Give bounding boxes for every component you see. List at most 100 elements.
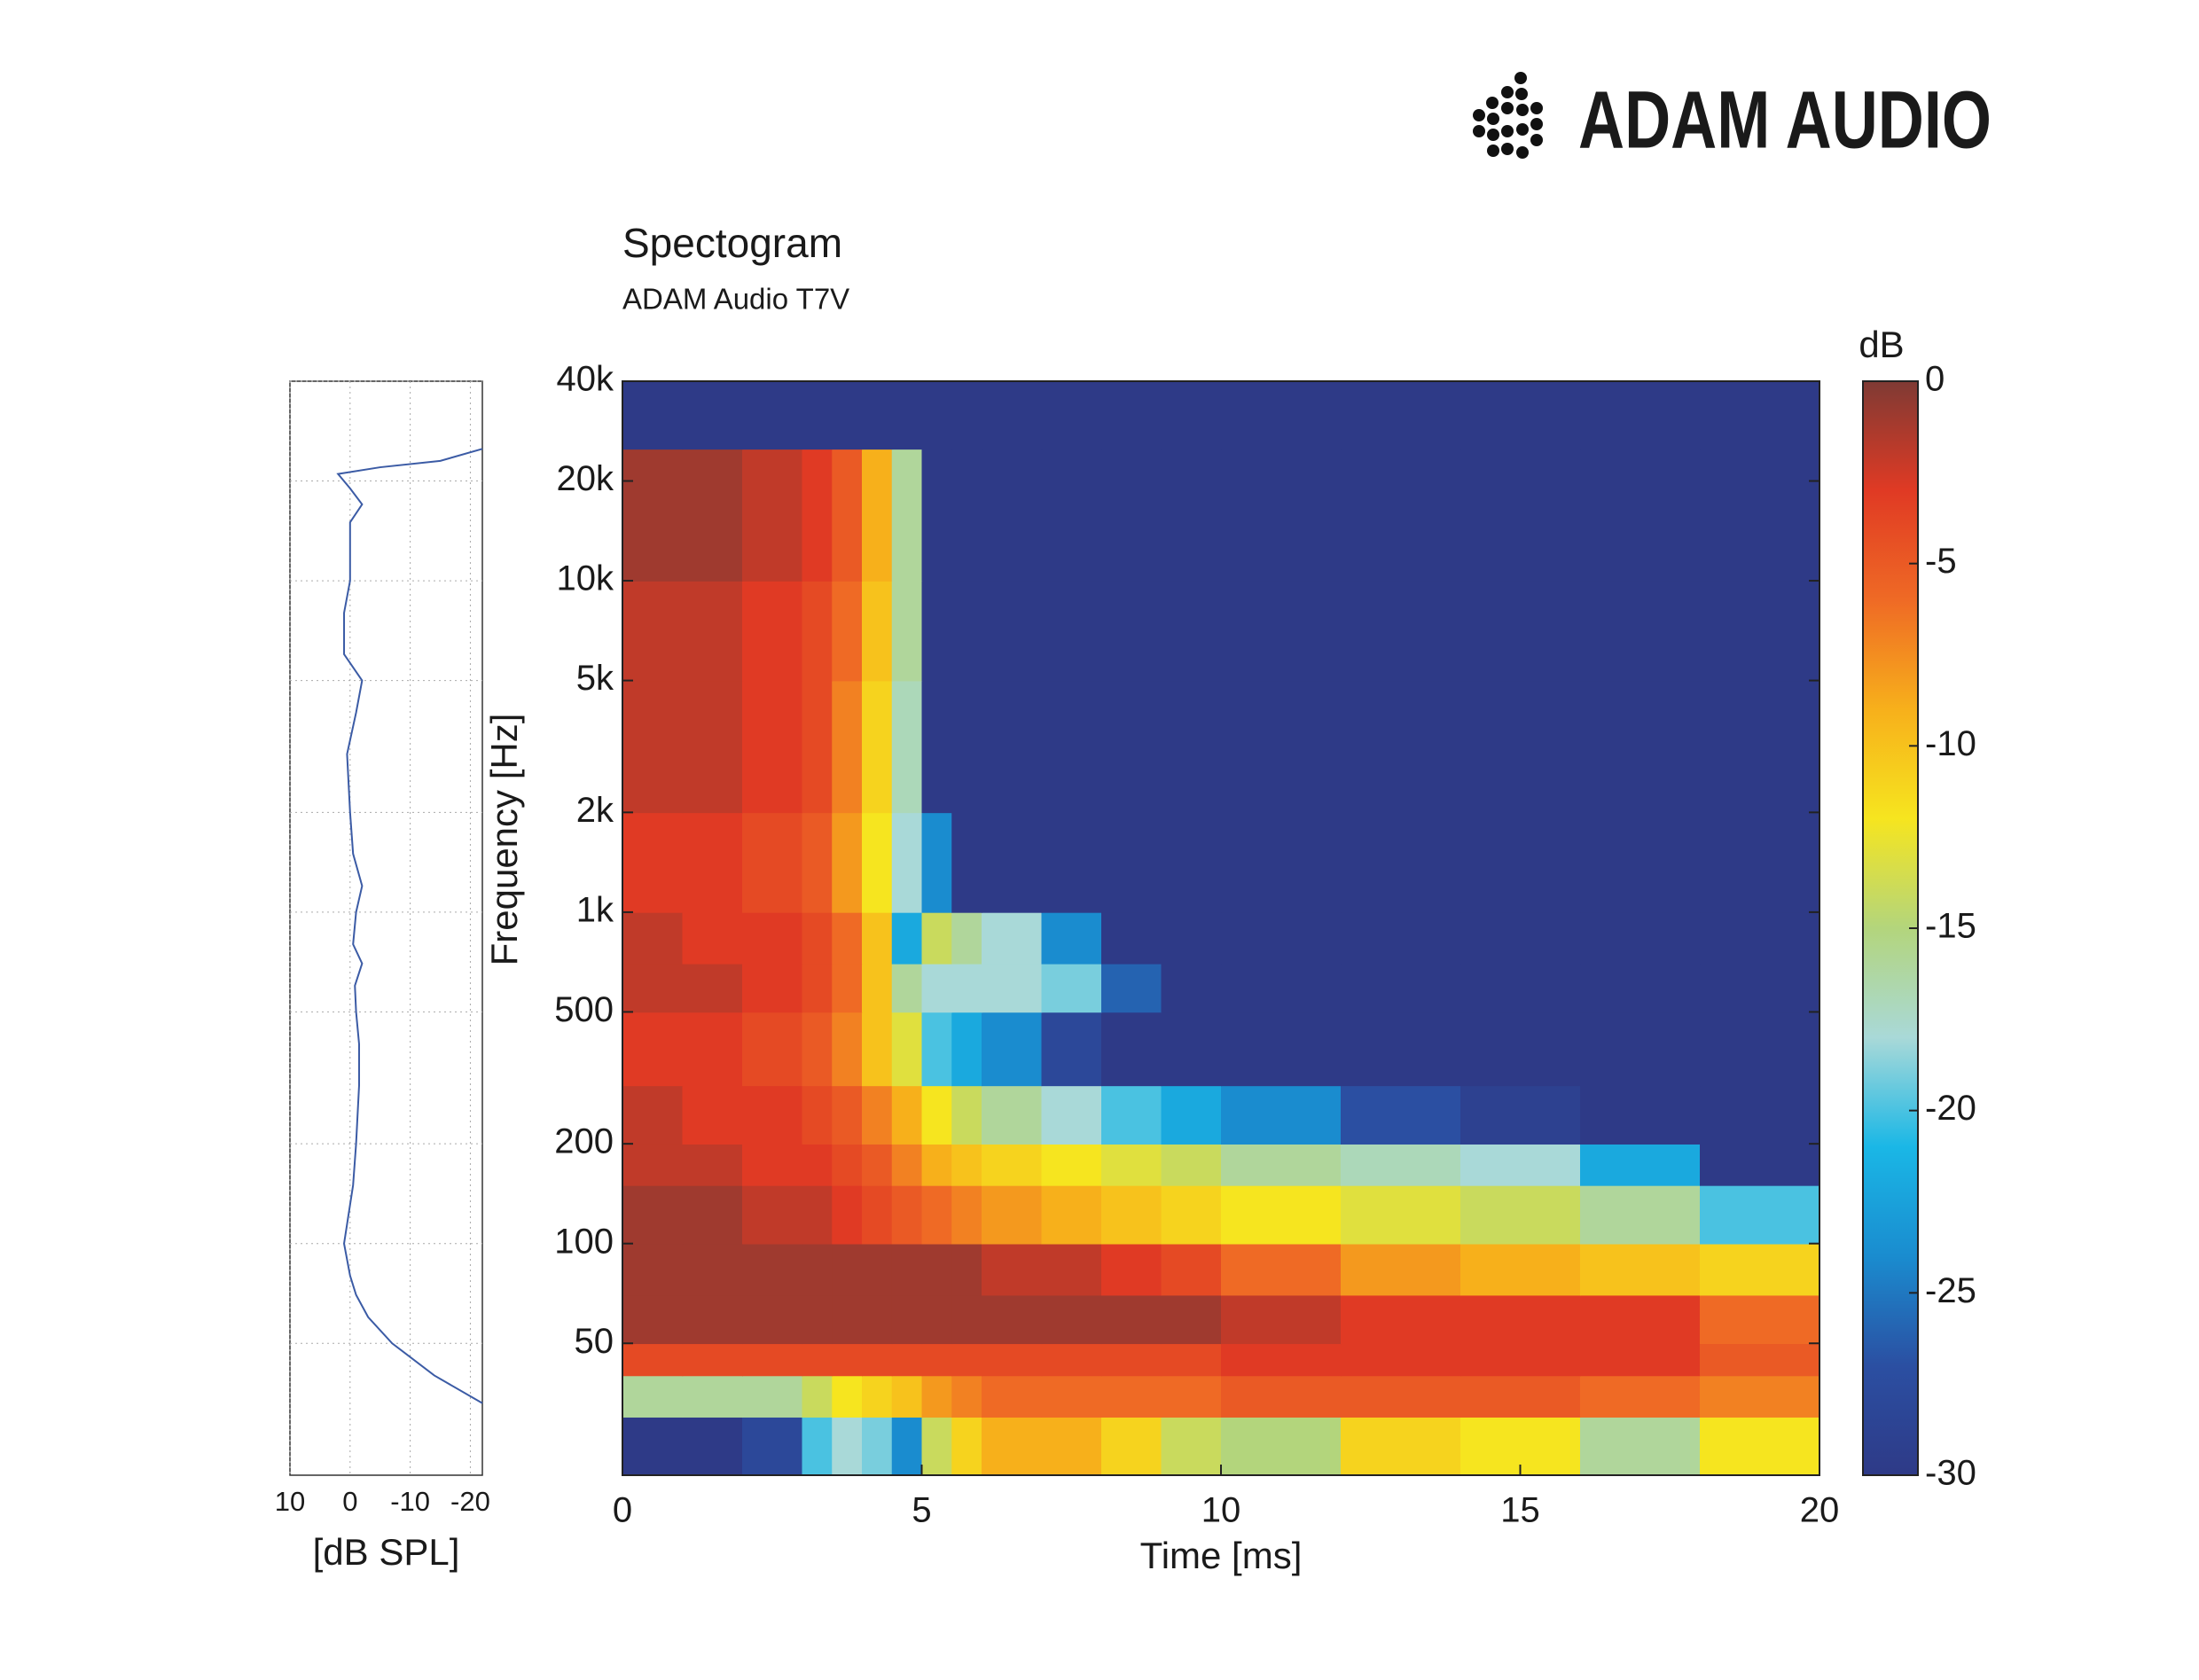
heatmap-cell [921, 1184, 953, 1245]
y-tick-label: 5k [576, 659, 614, 698]
heatmap-cell [742, 1417, 803, 1476]
heatmap-cell [891, 680, 923, 814]
heatmap-cell [982, 1343, 1043, 1377]
heatmap-cell [622, 963, 684, 1013]
heatmap-cell [951, 680, 982, 814]
heatmap-cell [682, 1294, 743, 1345]
heatmap-cell [1460, 1343, 1581, 1377]
heatmap-cell [1700, 1243, 1820, 1296]
heatmap-cell [1460, 1012, 1581, 1087]
heatmap-cell [982, 911, 1043, 965]
heatmap-cell [862, 1294, 893, 1345]
heatmap-cell [891, 1294, 923, 1345]
heatmap-cell [802, 449, 833, 582]
heatmap-cell [832, 1243, 863, 1296]
heatmap-cell [622, 1144, 684, 1186]
heatmap-cell [682, 449, 743, 582]
heatmap-cell [1101, 1417, 1162, 1476]
heatmap-cell [951, 1144, 982, 1186]
heatmap-cell [1221, 1144, 1342, 1186]
heatmap-cell [891, 1144, 923, 1186]
heatmap-cell [1161, 963, 1222, 1013]
heatmap-cell [1041, 381, 1102, 450]
heatmap-cell [1460, 581, 1581, 682]
heatmap-cell [1580, 911, 1701, 965]
y-tick-label: 500 [554, 990, 614, 1029]
heatmap-cell [1101, 963, 1162, 1013]
heatmap-cell [862, 1184, 893, 1245]
heatmap-cell [742, 963, 803, 1013]
heatmap-cell [1580, 1144, 1701, 1186]
heatmap-cell [1041, 1012, 1102, 1087]
heatmap-cell [1041, 449, 1102, 582]
heatmap-cell [1700, 963, 1820, 1013]
heatmap-cell [1161, 1343, 1222, 1377]
y-tick-label: 10k [557, 559, 614, 598]
heatmap-cell [1221, 1184, 1342, 1245]
heatmap-cell [921, 911, 953, 965]
heatmap-cell [921, 1375, 953, 1418]
heatmap-cell [1161, 812, 1222, 913]
heatmap-cell [891, 381, 923, 450]
heatmap-cell [982, 1012, 1043, 1087]
y-tick-label: 40k [557, 360, 614, 399]
heatmap-cell [742, 1085, 803, 1145]
heatmap-cell [982, 1375, 1043, 1418]
heatmap-cell [1161, 1012, 1222, 1087]
heatmap-cell [1041, 581, 1102, 682]
heatmap-cell [1341, 812, 1461, 913]
heatmap-cell [1041, 1417, 1102, 1476]
heatmap-cell [1041, 1184, 1102, 1245]
heatmap-cell [1341, 1184, 1461, 1245]
colorbar-tick-label: -25 [1925, 1271, 1976, 1310]
heatmap-cell [1221, 1375, 1342, 1418]
heatmap-cell [1101, 581, 1162, 682]
heatmap-cell [951, 1343, 982, 1377]
heatmap-cell [1161, 581, 1222, 682]
heatmap-cell [951, 581, 982, 682]
x-tick-label: 10 [1201, 1491, 1241, 1530]
heatmap-cell [1161, 680, 1222, 814]
heatmap-cell [1041, 963, 1102, 1013]
heatmap-cell [832, 1184, 863, 1245]
heatmap-cell [1700, 911, 1820, 965]
heatmap-cell [982, 1085, 1043, 1145]
heatmap-cell [862, 963, 893, 1013]
heatmap-cell [622, 1243, 684, 1296]
heatmap-cell [1101, 1085, 1162, 1145]
heatmap-cell [832, 680, 863, 814]
x-tick-label: 0 [613, 1491, 632, 1530]
heatmap-cell [951, 1085, 982, 1145]
heatmap-cell [832, 1343, 863, 1377]
heatmap-cell [682, 1375, 743, 1418]
heatmap-cell [951, 1417, 982, 1476]
heatmap-cell [862, 449, 893, 582]
heatmap-cell [982, 963, 1043, 1013]
logo-icon [1473, 72, 1543, 159]
heatmap-cell [951, 449, 982, 582]
heatmap-cell [1041, 1243, 1102, 1296]
heatmap-cell [622, 1417, 684, 1476]
heatmap-cell [802, 1343, 833, 1377]
heatmap-cell [862, 1243, 893, 1296]
heatmap-cell [802, 963, 833, 1013]
heatmap-cell [1221, 581, 1342, 682]
heatmap-cell [832, 381, 863, 450]
y-tick-label: 100 [554, 1222, 614, 1261]
heatmap-cell [1580, 381, 1701, 450]
heatmap-cell [921, 1012, 953, 1087]
heatmap-cell [832, 1144, 863, 1186]
heatmap-cell [1221, 680, 1342, 814]
heatmap-cell [862, 1012, 893, 1087]
heatmap-cell [802, 1085, 833, 1145]
heatmap-cell [891, 449, 923, 582]
heatmap-cell [1460, 1085, 1581, 1145]
heatmap-cell [802, 1417, 833, 1476]
heatmap-cell [1041, 1294, 1102, 1345]
heatmap-cell [1221, 1012, 1342, 1087]
heatmap-cell [1460, 381, 1581, 450]
heatmap-cell [951, 1294, 982, 1345]
heatmap-cell [622, 1184, 684, 1245]
heatmap-cell [742, 680, 803, 814]
heatmap-cell [982, 1184, 1043, 1245]
